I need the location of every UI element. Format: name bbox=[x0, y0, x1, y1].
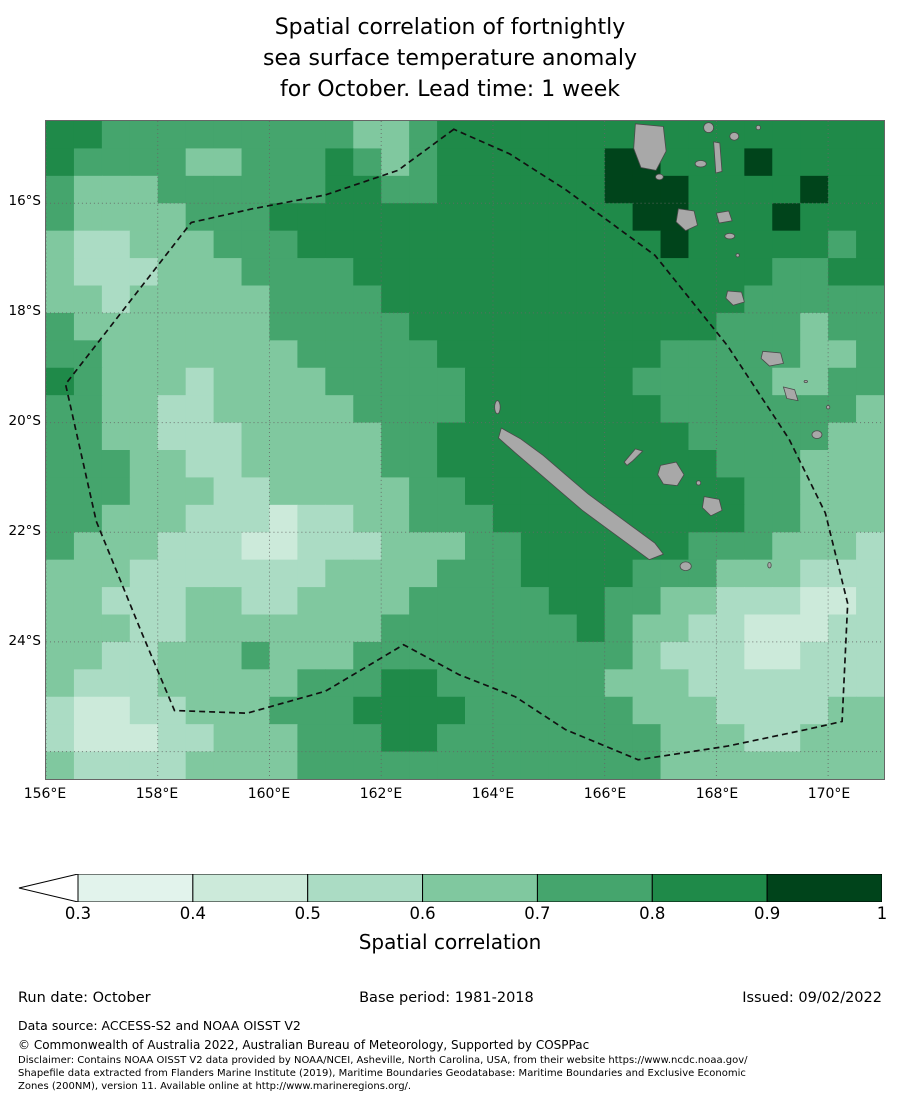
x-tick-label: 164°E bbox=[471, 785, 515, 802]
colorbar-tick-label: 0.7 bbox=[524, 903, 551, 923]
island-efate bbox=[725, 290, 745, 306]
map-panel: 16°S 18°S 20°S 22°S 24°S 156°E 158°E 160°E 162°… bbox=[0, 119, 900, 808]
island-malo bbox=[655, 173, 664, 180]
y-tick-label: 22°S bbox=[8, 523, 42, 540]
colorbar-segment bbox=[651, 873, 768, 902]
colorbar-tick-label: 1 bbox=[876, 903, 888, 923]
graticule bbox=[46, 120, 884, 779]
x-tick-label: 160°E bbox=[247, 785, 291, 802]
island-lifou bbox=[657, 461, 685, 486]
colorbar-segment bbox=[192, 873, 309, 902]
colorbar-segment bbox=[766, 873, 882, 902]
island-aneityum bbox=[811, 430, 823, 439]
island-futuna bbox=[826, 404, 831, 410]
colorbar-tick-label: 0.3 bbox=[64, 903, 92, 923]
island-vanua-lava bbox=[703, 121, 715, 133]
colorbar-segment bbox=[77, 873, 194, 902]
colorbar-segment bbox=[536, 873, 653, 902]
island-tiga bbox=[695, 480, 702, 486]
figure-title: Spatial correlation of fortnightly sea s… bbox=[263, 15, 637, 103]
x-tick-label: 156°E bbox=[23, 785, 67, 802]
island-espiritu-santo bbox=[633, 123, 667, 171]
colorbar-tick-label: 0.6 bbox=[409, 903, 436, 923]
colorbar-segment bbox=[422, 873, 538, 902]
y-axis-labels: 16°S 18°S 20°S 22°S 24°S bbox=[0, 120, 42, 780]
island-belep bbox=[494, 399, 501, 414]
colorbar-bar bbox=[18, 873, 882, 902]
colorbar-underflow-arrow bbox=[18, 873, 79, 902]
island-gaua bbox=[729, 131, 740, 141]
y-tick-label: 20°S bbox=[8, 413, 42, 430]
colorbar-tick-label: 0.9 bbox=[754, 903, 781, 923]
island-maewo-pentecost bbox=[713, 141, 723, 174]
x-axis-labels: 156°E 158°E 160°E 162°E 164°E 166°E 168°E 170°E bbox=[0, 786, 900, 808]
land-shapes bbox=[494, 121, 831, 571]
island-mare bbox=[702, 495, 723, 516]
disclaimer-line: Shapefile data extracted from Flanders M… bbox=[18, 1067, 746, 1079]
island-ambrym bbox=[715, 210, 733, 224]
run-meta-row: Run date: October Base period: 1981-2018… bbox=[0, 990, 900, 1006]
x-tick-label: 170°E bbox=[807, 785, 851, 802]
colorbar-title: Spatial correlation bbox=[358, 929, 542, 954]
island-shepherd bbox=[735, 252, 740, 258]
y-tick-label: 24°S bbox=[8, 633, 42, 650]
colorbar-tick-label: 0.5 bbox=[294, 903, 321, 923]
colorbar-tick-labels: 0.3 0.4 0.5 0.6 0.7 0.8 0.9 1 bbox=[18, 902, 887, 924]
disclaimer-block: Disclaimer: Contains NOAA OISST V2 data … bbox=[0, 1054, 900, 1094]
y-tick-label: 16°S bbox=[8, 193, 42, 210]
eez-boundary bbox=[64, 128, 849, 761]
island-mota bbox=[755, 124, 761, 130]
copyright-text: © Commonwealth of Australia 2022, Austra… bbox=[18, 1037, 590, 1052]
island-grande-terre bbox=[498, 427, 664, 560]
island-ouvea bbox=[623, 448, 644, 466]
island-aniwa bbox=[803, 379, 808, 383]
disclaimer-line: Zones (200NM), version 11. Available onl… bbox=[18, 1081, 412, 1093]
map-svg bbox=[46, 120, 884, 779]
colorbar-tick-label: 0.4 bbox=[179, 903, 206, 923]
island-epi bbox=[724, 232, 736, 240]
disclaimer-line: Disclaimer: Contains NOAA OISST V2 data … bbox=[18, 1054, 748, 1066]
island-ambae bbox=[694, 159, 707, 168]
correlation-cells bbox=[46, 120, 884, 779]
x-tick-label: 166°E bbox=[583, 785, 627, 802]
map-plot bbox=[45, 119, 885, 780]
island-malakula bbox=[675, 207, 698, 231]
colorbar: 0.3 0.4 0.5 0.6 0.7 0.8 0.9 1 Spatial correlati… bbox=[18, 873, 887, 954]
x-tick-label: 162°E bbox=[359, 785, 403, 802]
colorbar-segment bbox=[307, 873, 424, 902]
x-tick-label: 158°E bbox=[135, 785, 179, 802]
island-erromango bbox=[760, 350, 784, 367]
island-tanna bbox=[782, 386, 799, 401]
base-period-text: Base period: 1981-2018 bbox=[359, 989, 534, 1006]
run-date-text: Run date: October bbox=[18, 989, 151, 1006]
island-isle-of-pines bbox=[679, 561, 692, 571]
y-tick-label: 18°S bbox=[8, 303, 42, 320]
island-walpole bbox=[767, 561, 772, 569]
x-tick-label: 168°E bbox=[695, 785, 739, 802]
colorbar-tick-label: 0.8 bbox=[639, 903, 666, 923]
data-source-text: Data source: ACCESS-S2 and NOAA OISST V2 bbox=[18, 1017, 301, 1033]
issued-text: Issued: 09/02/2022 bbox=[742, 989, 882, 1006]
